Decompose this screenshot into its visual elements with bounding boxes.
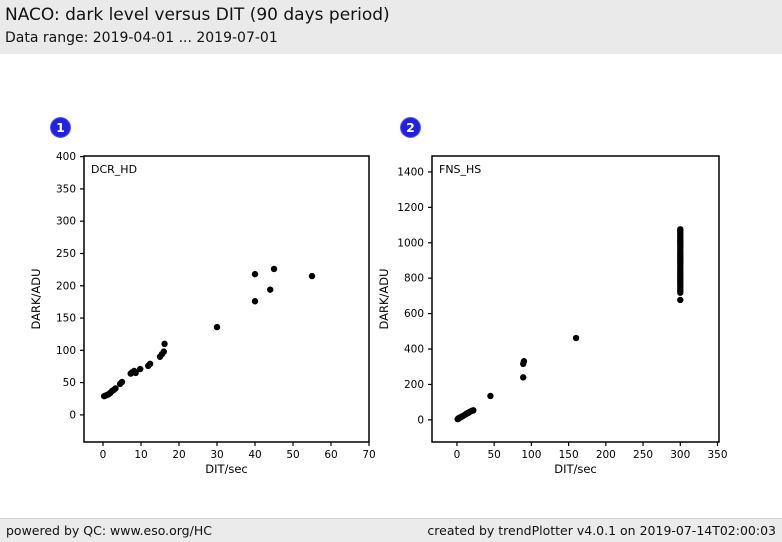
x-axis-label: DIT/sec	[205, 462, 248, 476]
data-point	[487, 392, 494, 400]
header: NACO: dark level versus DIT (90 days per…	[0, 0, 782, 54]
y-tick-label: 400	[404, 344, 424, 356]
y-tick-label: 1000	[397, 237, 424, 249]
data-point	[251, 298, 259, 305]
y-axis-label: DARK/ADU	[29, 268, 43, 329]
y-tick-label: 100	[56, 345, 76, 357]
data-point	[161, 340, 168, 348]
data-point	[251, 270, 259, 278]
data-point	[213, 323, 221, 331]
x-tick-label: 0	[454, 449, 461, 461]
data-point	[146, 360, 154, 368]
chart-frame	[431, 155, 720, 443]
y-tick-label: 0	[417, 414, 424, 426]
data-point	[519, 374, 527, 381]
data-point	[308, 272, 316, 280]
footer-powered-by: powered by QC: www.eso.org/HC	[6, 523, 212, 538]
chart-frame	[83, 155, 370, 443]
y-tick-label: 200	[56, 280, 76, 292]
x-tick-label: 300	[670, 449, 690, 461]
x-axis-label: DIT/sec	[554, 462, 597, 476]
x-tick-label: 20	[172, 449, 185, 461]
data-point	[520, 358, 528, 365]
x-tick-label: 100	[521, 449, 541, 461]
plot-1-badge[interactable]: 1	[50, 117, 71, 138]
data-point	[270, 265, 278, 273]
y-tick-label: 200	[404, 379, 424, 391]
y-tick-label: 300	[56, 216, 76, 228]
plot-setting-label: DCR_HD	[91, 163, 137, 176]
x-tick-label: 30	[210, 449, 223, 461]
x-tick-label: 60	[324, 449, 337, 461]
data-point	[132, 369, 139, 377]
plot-2-badge[interactable]: 2	[400, 117, 421, 138]
x-tick-label: 0	[100, 449, 107, 461]
x-tick-label: 70	[362, 449, 375, 461]
y-tick-label: 800	[404, 273, 424, 285]
y-tick-label: 250	[56, 248, 76, 260]
y-tick-label: 0	[69, 409, 76, 421]
y-tick-label: 150	[56, 313, 76, 325]
y-tick-label: 1200	[397, 202, 424, 214]
footer-created-by: created by trendPlotter v4.0.1 on 2019-0…	[427, 523, 776, 538]
x-tick-label: 50	[286, 449, 299, 461]
chart-area-dcr_hd[interactable]	[84, 156, 369, 442]
chart-area-fns_hs[interactable]	[432, 156, 719, 442]
data-point	[118, 378, 126, 386]
y-axis-label: DARK/ADU	[377, 268, 391, 329]
data-point	[677, 296, 684, 304]
y-tick-label: 350	[56, 183, 76, 195]
data-point	[137, 365, 144, 373]
data-point	[572, 334, 580, 342]
x-tick-label: 200	[596, 449, 616, 461]
data-point	[470, 407, 477, 414]
y-tick-label: 50	[63, 377, 76, 389]
x-tick-label: 350	[707, 449, 727, 461]
x-tick-label: 40	[248, 449, 261, 461]
plot-setting-label: FNS_HS	[439, 163, 481, 176]
page-title: NACO: dark level versus DIT (90 days per…	[5, 5, 390, 25]
x-tick-label: 150	[559, 449, 579, 461]
footer: powered by QC: www.eso.org/HC created by…	[0, 518, 782, 542]
x-tick-label: 50	[487, 449, 500, 461]
data-point	[267, 286, 274, 293]
y-tick-label: 600	[404, 308, 424, 320]
data-point	[677, 226, 684, 233]
date-range-subtitle: Data range: 2019-04-01 ... 2019-07-01	[5, 30, 278, 46]
y-tick-label: 400	[56, 151, 76, 163]
y-tick-label: 1400	[397, 166, 424, 178]
x-tick-label: 10	[134, 449, 147, 461]
data-point	[160, 348, 167, 355]
data-point	[112, 385, 119, 392]
x-tick-label: 250	[633, 449, 653, 461]
